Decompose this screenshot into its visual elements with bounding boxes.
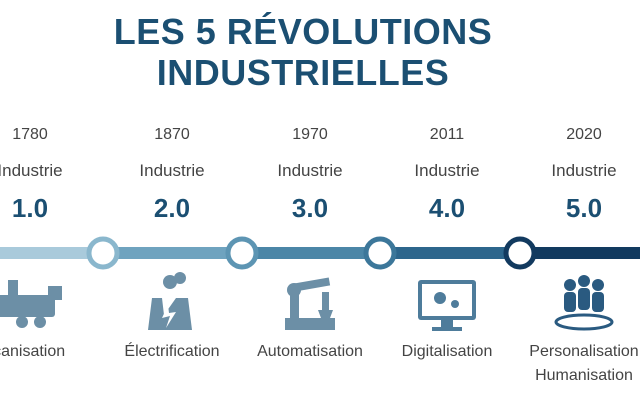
caption: Humanisation [535,367,633,384]
industry-label: Industrie [414,161,479,180]
version: 5.0 [566,193,602,223]
timeline-node [363,236,397,270]
timeline-node [503,236,537,270]
version: 2.0 [154,193,190,223]
version: 3.0 [292,193,328,223]
train-icon [0,280,62,328]
timeline-node [225,236,259,270]
year: 1970 [292,126,328,143]
people-icon [554,275,614,331]
version: 4.0 [429,193,465,223]
screen-icon [418,280,476,331]
caption: Personalisation [529,343,638,360]
caption: Mécanisation [0,343,65,360]
caption: Automatisation [257,343,363,360]
industry-label: Industrie [0,161,63,180]
version: 1.0 [12,193,48,223]
year: 2011 [430,126,465,143]
year: 1780 [12,126,48,143]
factory-icon [148,272,192,330]
caption: Électrification [124,341,219,360]
industry-label: Industrie [551,161,616,180]
caption: Digitalisation [402,343,493,360]
timeline-node [86,236,120,270]
timeline [0,236,640,270]
robot-icon [285,277,335,330]
title: INDUSTRIELLES [157,52,450,93]
icons [0,272,614,331]
year: 1870 [154,126,190,143]
year: 2020 [566,126,602,143]
industry-label: Industrie [139,161,204,180]
industry-label: Industrie [277,161,342,180]
title: LES 5 RÉVOLUTIONS [114,11,493,52]
timeline-items: 1780 Industrie 1.0 Mécanisation 1870 Industri… [0,126,639,384]
